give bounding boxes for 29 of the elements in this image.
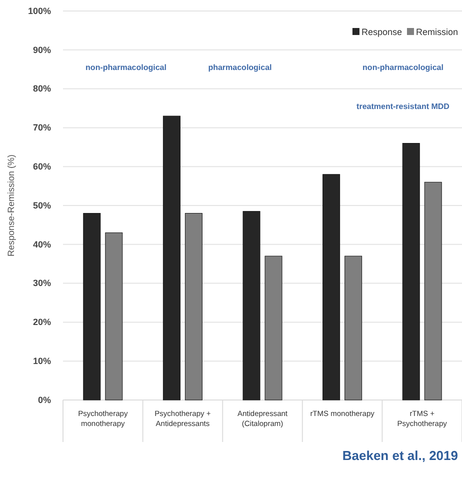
y-tick-label: 40% <box>32 239 51 250</box>
bar <box>344 256 362 400</box>
bar <box>105 232 123 400</box>
bar <box>402 143 420 400</box>
bar <box>162 116 180 400</box>
legend-label: Remission <box>416 27 458 37</box>
y-tick-label: 30% <box>32 278 51 288</box>
y-tick-label: 0% <box>38 394 51 405</box>
y-tick-label: 80% <box>32 84 51 94</box>
bar <box>424 182 442 400</box>
y-tick-label: 70% <box>32 122 51 133</box>
legend-label: Response <box>361 27 402 37</box>
bar <box>322 174 340 400</box>
bar <box>83 213 101 400</box>
annotation: non-pharmacological <box>362 63 444 72</box>
y-tick-label: 20% <box>32 317 51 328</box>
text: Baeken et al., 2019 <box>342 448 458 463</box>
y-tick-label: 90% <box>32 44 51 55</box>
y-tick-label: 50% <box>32 200 51 210</box>
annotation: pharmacological <box>208 63 272 72</box>
bar <box>242 211 260 400</box>
y-tick-label: 100% <box>28 6 51 16</box>
annotation: non-pharmacological <box>86 63 166 72</box>
y-axis-title: Response-Remission (%) <box>6 154 16 257</box>
y-tick-label: 60% <box>32 161 51 172</box>
bar <box>184 213 202 400</box>
annotation: treatment-resistant MDD <box>356 102 450 111</box>
bar <box>264 256 282 400</box>
y-tick-label: 10% <box>32 356 51 366</box>
